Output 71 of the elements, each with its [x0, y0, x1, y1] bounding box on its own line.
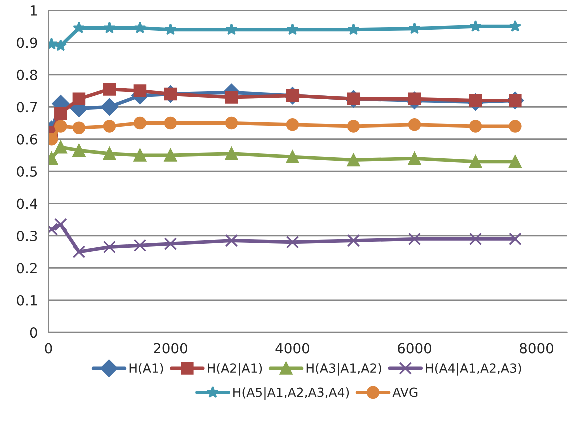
y-tick-label: 1: [30, 6, 38, 16]
point: [54, 141, 68, 154]
point: [134, 116, 147, 130]
point: [347, 154, 360, 167]
y-tick-label: 0: [30, 328, 38, 338]
point: [509, 120, 522, 133]
point: [164, 116, 178, 130]
point: [72, 92, 86, 106]
y-tick-label: 0.8: [17, 70, 38, 80]
point: [286, 118, 300, 132]
y-tick-label: 0.7: [17, 102, 38, 113]
point: [103, 240, 116, 254]
point: [348, 23, 360, 36]
point: [225, 91, 238, 104]
point: [408, 152, 422, 166]
point: [225, 147, 238, 160]
point: [408, 118, 422, 132]
point: [469, 120, 482, 133]
y-tick-label: 0.6: [17, 134, 38, 145]
point: [101, 98, 118, 116]
legend-label: H(A2|A1): [208, 363, 262, 376]
point: [73, 22, 86, 34]
legend-label: H(A3|A1,A2): [306, 363, 382, 376]
point: [408, 22, 421, 34]
point: [509, 232, 522, 246]
point: [134, 22, 146, 34]
point: [509, 156, 522, 168]
legend-label: H(A4|A1,A2,A3): [426, 363, 522, 376]
point: [134, 84, 147, 98]
point: [408, 232, 422, 246]
point: [225, 234, 238, 248]
legend-label: H(A5|A1,A2,A3,A4): [234, 388, 350, 400]
point: [286, 150, 300, 164]
legend-label: AVG: [392, 388, 418, 398]
point: [347, 120, 360, 133]
point: [164, 238, 178, 250]
point: [54, 120, 68, 133]
point: [347, 234, 360, 248]
point: [72, 246, 86, 258]
point: [72, 122, 86, 134]
point: [286, 236, 300, 249]
y-tick-label: 0.9: [17, 38, 38, 48]
point: [54, 218, 68, 232]
y-tick-label: 0.2: [17, 263, 37, 274]
x-tick-label: 4000: [276, 343, 310, 354]
point: [134, 239, 147, 252]
point: [72, 144, 86, 158]
point: [470, 20, 482, 32]
x-tick-label: 0: [45, 343, 52, 354]
point: [225, 116, 238, 130]
point: [226, 23, 238, 36]
x-tick-label: 2000: [154, 343, 188, 354]
point: [103, 120, 116, 133]
point: [286, 23, 299, 36]
point: [104, 22, 116, 34]
y-tick-label: 0.1: [17, 295, 38, 306]
point: [469, 232, 482, 246]
point: [164, 23, 177, 36]
point: [54, 107, 68, 120]
x-tick-label: 6000: [398, 343, 432, 354]
point: [134, 149, 147, 162]
x-tick-label: 8000: [520, 343, 554, 354]
point: [469, 156, 482, 168]
point: [103, 83, 116, 96]
y-tick-label: 0.5: [17, 166, 38, 178]
point: [103, 147, 116, 160]
point: [164, 149, 178, 162]
point: [509, 20, 522, 32]
y-tick-label: 0.3: [17, 230, 38, 242]
legend-label: H(A1): [130, 363, 164, 375]
y-tick-label: 0.4: [17, 198, 38, 210]
